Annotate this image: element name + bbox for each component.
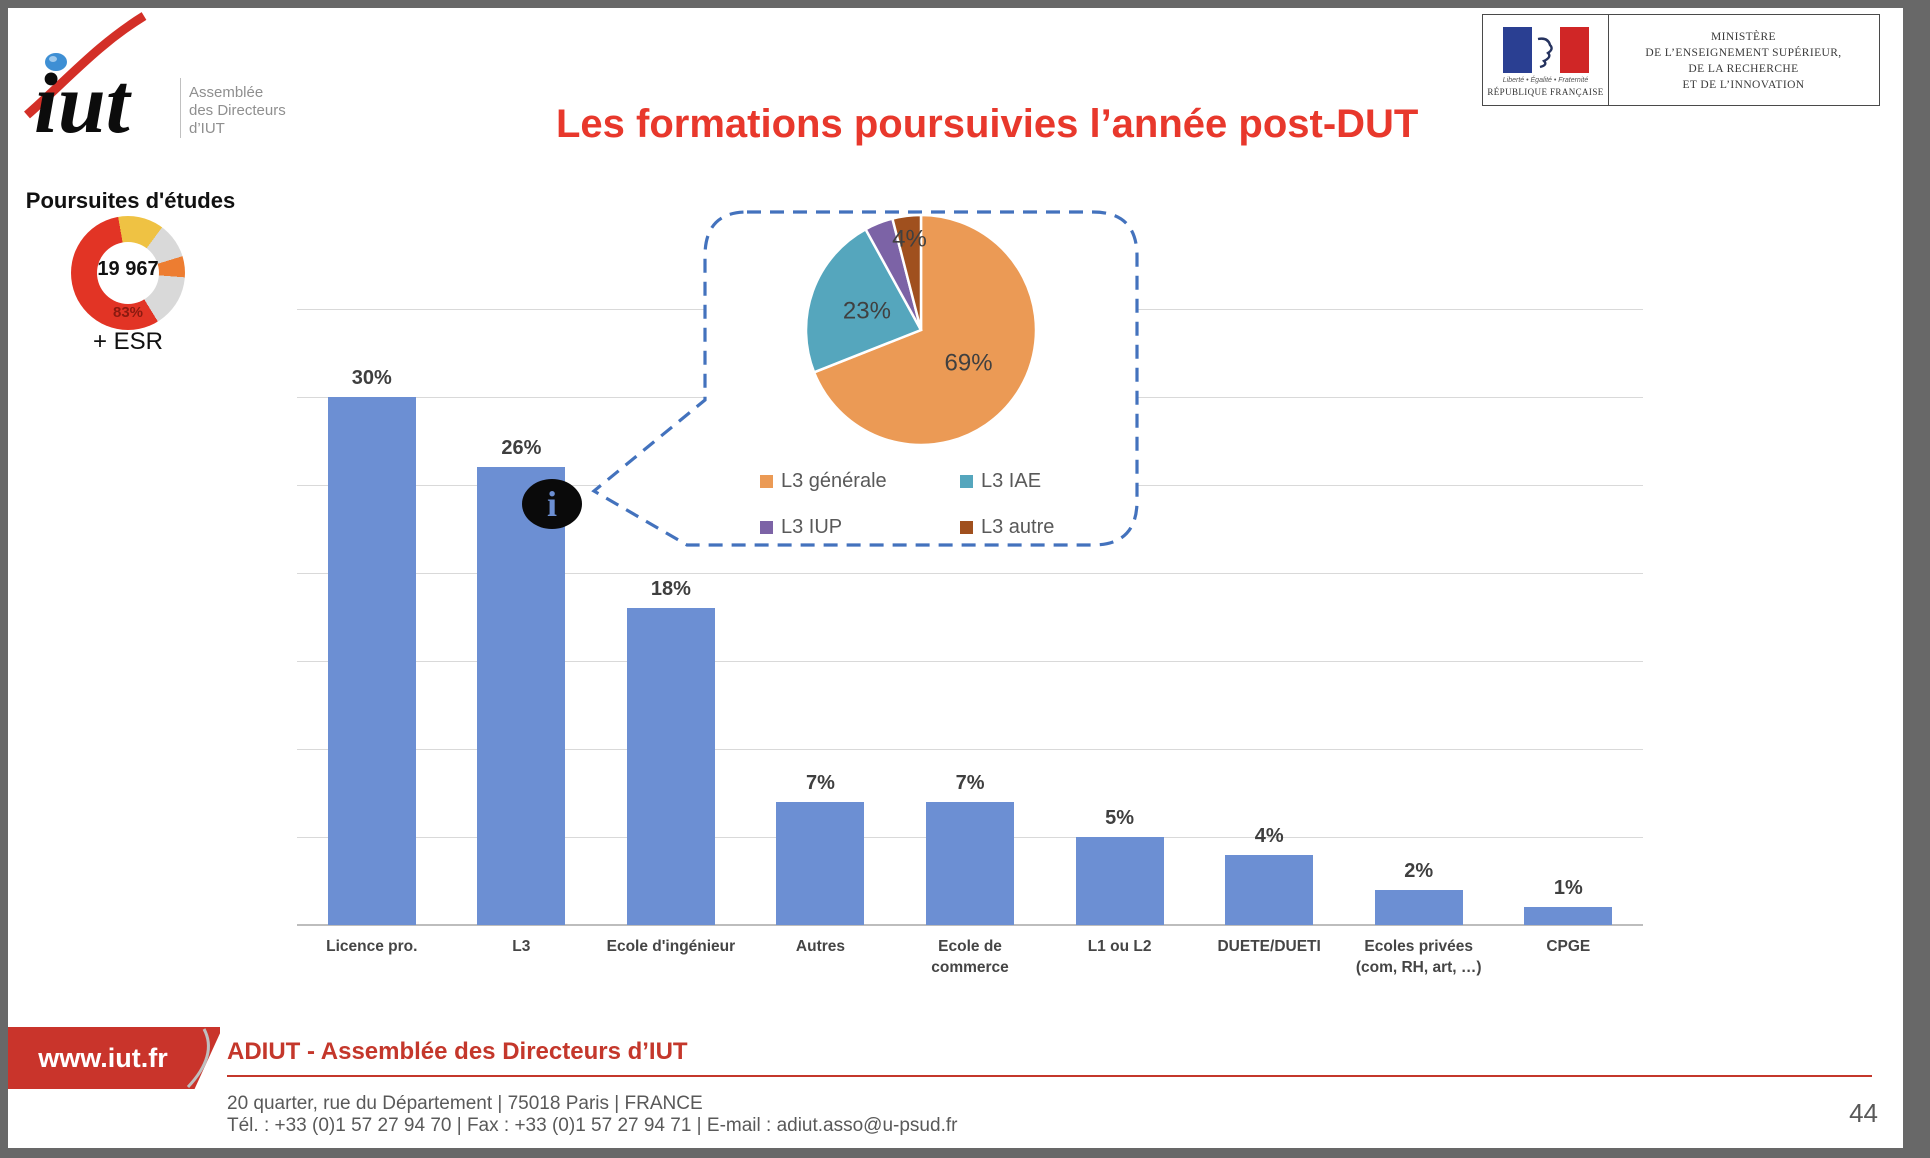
bar-value-label: 1% xyxy=(1553,877,1583,900)
bar-column: 26% xyxy=(447,309,597,925)
bar-value-label: 4% xyxy=(1254,824,1284,847)
legend-swatch xyxy=(760,521,773,534)
slide-title: Les formations poursuivies l’année post-… xyxy=(556,102,1419,146)
legend-swatch xyxy=(960,521,973,534)
donut-hole xyxy=(97,242,159,304)
esr-label: + ESR xyxy=(92,328,164,355)
bar-Ecoles privées (com, RH, art, …) xyxy=(1374,889,1463,925)
website-ribbon[interactable]: www.iut.fr xyxy=(8,1027,220,1089)
bar-value-label: 30% xyxy=(351,367,392,389)
ribbon-page-curl xyxy=(186,1028,210,1089)
footer-contacts: Tél. : +33 (0)1 57 27 94 70 | Fax : +33 … xyxy=(227,1115,958,1136)
poursuites-heading: Poursuites d'études xyxy=(25,188,236,213)
bar-Licence pro. xyxy=(327,397,416,925)
marianne-profile xyxy=(1537,37,1554,69)
pie-percent-label: 4% xyxy=(892,226,927,253)
ministry-republique: RÉPUBLIQUE FRANÇAISE xyxy=(1487,87,1604,97)
legend-label: L3 générale xyxy=(781,470,887,492)
pie-slice-L3 autre xyxy=(890,213,923,331)
gridline-20 xyxy=(297,573,1643,574)
category-label: Ecole de commerce xyxy=(931,938,1009,976)
category-label: DUETE/DUETI xyxy=(1217,938,1321,955)
bar-column: 30% xyxy=(297,309,447,925)
bar-value-label: 2% xyxy=(1404,859,1434,882)
legend-label: L3 autre xyxy=(981,516,1055,538)
legend-item-L3 IUP: L3 IUP xyxy=(760,516,842,539)
gridline-15 xyxy=(297,661,1643,662)
legend-label: L3 IAE xyxy=(981,470,1042,492)
ministry-logo-block: Liberté • Égalité • Fraternité RÉPUBLIQU… xyxy=(1482,14,1880,106)
iut-logo: iut xyxy=(22,10,192,151)
gridline-10 xyxy=(297,749,1643,750)
bar-column: 5% xyxy=(1045,309,1195,925)
info-icon[interactable]: i xyxy=(522,479,582,529)
bar-chart: 30% 26% 18% 7% 7% 5% 4% 2% 1% xyxy=(297,309,1643,925)
bar-Ecole de commerce xyxy=(926,801,1015,925)
donut-center-value: 19 967 xyxy=(97,258,159,280)
logo-org-line: d’IUT xyxy=(189,120,225,137)
poursuites-donut-chart: 19 967 83% xyxy=(71,216,185,330)
bar-value-label: 5% xyxy=(1105,807,1135,829)
pie-slice-L3 générale xyxy=(812,213,1038,447)
category-label: Licence pro. xyxy=(326,938,418,955)
logo-separator xyxy=(180,78,181,138)
ministry-divider xyxy=(1608,15,1609,105)
bar-value-label: 26% xyxy=(501,437,542,460)
website-url: www.iut.fr xyxy=(38,1042,168,1073)
ministry-title: MINISTÈRE DE L’ENSEIGNEMENT SUPÉRIEUR, D… xyxy=(1645,31,1842,91)
footer-address: 20 quarter, rue du Département | 75018 P… xyxy=(227,1093,703,1114)
legend-swatch xyxy=(760,475,773,488)
bar-DUETE/DUETI xyxy=(1225,854,1314,925)
footer-rule xyxy=(227,1075,1872,1077)
bar-column: 7% xyxy=(895,309,1045,925)
l3-pie-chart: 69% 23% 4% xyxy=(804,213,1038,447)
category-label: Ecole d'ingénieur xyxy=(606,938,736,955)
bar-column: 2% xyxy=(1344,309,1494,925)
bar-column: 4% xyxy=(1194,309,1344,925)
category-label: L1 ou L2 xyxy=(1087,938,1152,955)
legend-item-L3 générale: L3 générale xyxy=(760,470,887,493)
footer-org-title: ADIUT - Assemblée des Directeurs d’IUT xyxy=(227,1038,688,1065)
donut-percent-label: 83% xyxy=(112,304,144,321)
legend-swatch xyxy=(960,475,973,488)
pie-callout: 69% 23% 4% xyxy=(591,210,1139,547)
slide: iut Assemblée des Directeurs d’IUT Liber… xyxy=(8,8,1903,1148)
logo-org-line: Assemblée xyxy=(189,84,264,101)
bar-column: 7% xyxy=(746,309,896,925)
category-label: Ecoles privées (com, RH, art, …) xyxy=(1355,938,1482,976)
bar-CPGE xyxy=(1524,907,1613,925)
bar-Autres xyxy=(776,801,865,925)
bar-Ecole d'ingénieur xyxy=(626,608,715,925)
pie-percent-label: 23% xyxy=(843,298,891,325)
category-axis: Licence pro. L3 Ecole d'ingénieur Autres Eco… xyxy=(297,937,1643,979)
bar-L1 ou L2 xyxy=(1075,837,1164,925)
bar-column: 18% xyxy=(596,309,746,925)
category-label: CPGE xyxy=(1546,938,1591,955)
legend-item-L3 autre: L3 autre xyxy=(960,516,1054,539)
x-axis-line xyxy=(297,924,1643,926)
logo-brand-text: iut xyxy=(34,55,133,150)
ministry-motto: Liberté • Égalité • Fraternité xyxy=(1502,77,1589,84)
pie-slice-L3 IAE xyxy=(804,227,923,374)
bar-column: 1% xyxy=(1494,309,1644,925)
page-number: 44 xyxy=(1849,1098,1878,1128)
legend-item-L3 IAE: L3 IAE xyxy=(960,470,1041,493)
bar-value-label: 7% xyxy=(806,771,835,794)
pie-percent-label: 69% xyxy=(945,349,993,376)
legend-label: L3 IUP xyxy=(781,516,843,538)
bar-value-label: 18% xyxy=(650,578,691,601)
bar-L3 xyxy=(477,467,566,925)
logo-swoosh xyxy=(24,12,147,119)
logo-blue-dot-highlight xyxy=(49,56,57,62)
logo-org-line: des Directeurs xyxy=(189,102,286,119)
category-label: Autres xyxy=(795,938,846,955)
category-label: L3 xyxy=(512,938,531,955)
iut-logo-graphic: iut xyxy=(24,12,147,151)
bar-value-label: 7% xyxy=(955,771,985,794)
french-flag-emblem xyxy=(1503,27,1589,73)
